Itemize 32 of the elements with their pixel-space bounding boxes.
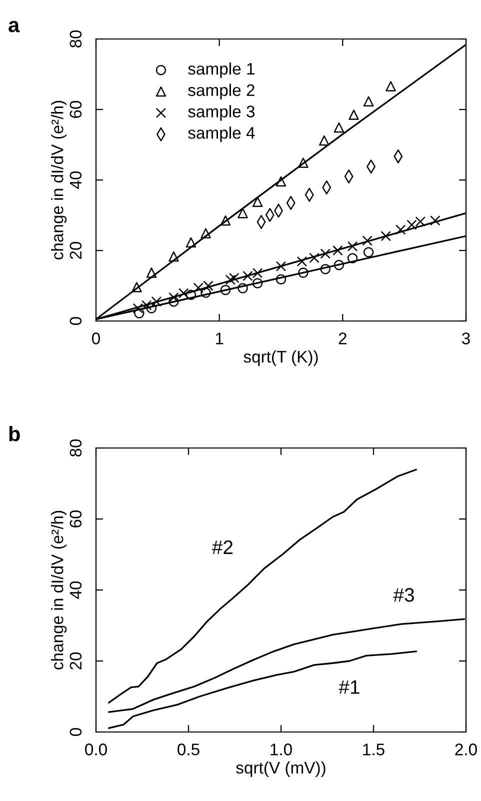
x-axis-title: sqrt(V (mV)) xyxy=(236,761,326,777)
y-tick-label: 60 xyxy=(70,100,82,118)
y-tick-label: 20 xyxy=(70,242,82,259)
annotation: #2 xyxy=(212,540,233,554)
y-tick-label: 40 xyxy=(70,171,82,189)
x-tick-label: 0.0 xyxy=(85,744,107,756)
legend-label: sample 2 xyxy=(188,84,254,100)
y-tick-label: 80 xyxy=(70,30,82,48)
annotation: #3 xyxy=(393,588,414,602)
y-tick-label: 40 xyxy=(70,581,82,599)
legend-label: sample 3 xyxy=(188,105,255,121)
y-tick-label: 0 xyxy=(70,317,82,325)
x-tick-label: 1.0 xyxy=(270,744,292,756)
legend-label: sample 1 xyxy=(188,62,254,78)
x-tick-label: 2 xyxy=(338,332,346,344)
y-tick-label: 20 xyxy=(70,652,82,670)
x-tick-label: 1 xyxy=(216,332,224,344)
legend-label: sample 4 xyxy=(188,126,255,142)
x-tick-label: 3 xyxy=(462,332,470,344)
annotation: #1 xyxy=(338,680,360,694)
y-tick-label: 60 xyxy=(70,510,82,528)
chart-title: b xyxy=(9,426,20,442)
x-axis-title: sqrt(T (K)) xyxy=(244,350,318,366)
y-tick-label: 80 xyxy=(70,439,82,457)
y-axis-title: change in dI/dV (e²/h) xyxy=(51,100,67,260)
chart-title: a xyxy=(8,20,20,32)
x-tick-label: 0.5 xyxy=(178,744,200,756)
y-tick-label: 0 xyxy=(70,728,82,736)
x-tick-label: 0 xyxy=(92,332,100,344)
x-tick-label: 2.0 xyxy=(455,744,477,756)
y-axis-title: change in dI/dV (e²/h) xyxy=(51,510,67,670)
x-tick-label: 1.5 xyxy=(363,744,384,756)
